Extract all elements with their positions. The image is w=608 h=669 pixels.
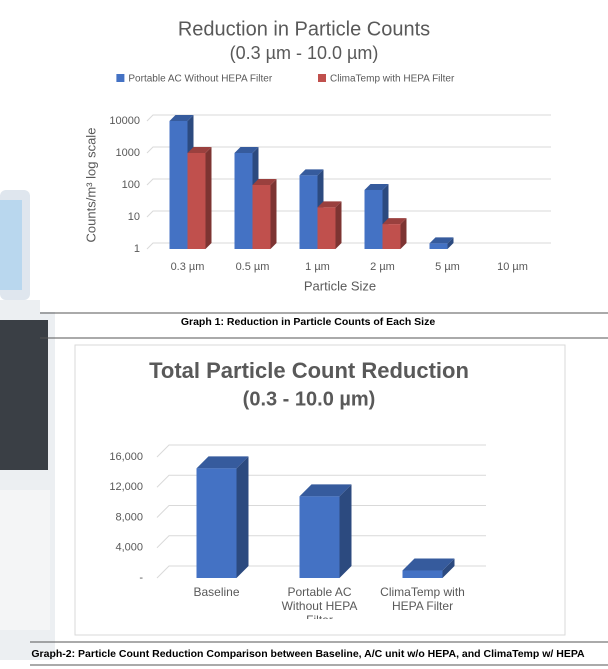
y-tick-label: 1 bbox=[134, 243, 140, 255]
y-axis-label: Counts/m³ log scale bbox=[83, 128, 98, 243]
y-tick-label: - bbox=[139, 572, 143, 584]
grid-line bbox=[156, 444, 486, 458]
x-tick-label: Baseline bbox=[193, 585, 240, 599]
bar-side bbox=[205, 147, 212, 249]
x-tick-label: 2 µm bbox=[370, 261, 395, 273]
x-tick-label: 0.5 µm bbox=[236, 261, 270, 273]
bar-top bbox=[402, 558, 455, 571]
bar bbox=[317, 201, 342, 249]
x-tick-label: 0.3 µm bbox=[171, 261, 205, 273]
bar-front bbox=[252, 185, 271, 249]
x-tick-label: 10 µm bbox=[497, 261, 528, 273]
grid-line bbox=[156, 474, 486, 488]
bar-top bbox=[429, 237, 454, 244]
bar-front bbox=[317, 207, 336, 249]
x-tick-label: ClimaTemp with HEPA Filter bbox=[380, 585, 465, 613]
bar-front bbox=[429, 243, 448, 249]
bar-side bbox=[270, 179, 277, 249]
y-tick-label: 10000 bbox=[109, 115, 140, 127]
bar-top bbox=[196, 456, 249, 469]
y-tick-label: 100 bbox=[122, 179, 140, 191]
bar-side bbox=[335, 201, 342, 249]
bar-top bbox=[382, 218, 407, 225]
grid-line bbox=[156, 565, 486, 579]
bar bbox=[402, 558, 455, 578]
x-tick-label: Portable AC Without HEPA Filter bbox=[281, 585, 358, 619]
x-tick-label-box: Portable AC Without HEPA Filter bbox=[281, 585, 358, 619]
bar-front bbox=[364, 189, 383, 249]
bar-side bbox=[339, 484, 352, 578]
bar-front bbox=[299, 496, 340, 578]
x-axis-label: Particle Size bbox=[304, 278, 376, 293]
x-tick-label: 5 µm bbox=[435, 261, 460, 273]
bar-front bbox=[382, 224, 401, 249]
chart-title: Reduction in Particle Counts bbox=[178, 18, 430, 40]
bar-side bbox=[447, 237, 454, 249]
x-tick-label: 1 µm bbox=[305, 261, 330, 273]
bar-top bbox=[299, 484, 352, 497]
legend-swatch bbox=[116, 74, 125, 82]
legend-label: ClimaTemp with HEPA Filter bbox=[330, 74, 455, 85]
grid-line bbox=[146, 210, 551, 218]
caption: Graph-2: Particle Count Reduction Compar… bbox=[31, 648, 585, 660]
grid-line bbox=[146, 178, 551, 186]
bar-top bbox=[317, 201, 342, 208]
bar-top bbox=[364, 183, 389, 190]
y-tick-label: 10 bbox=[128, 211, 140, 223]
y-tick-label: 4,000 bbox=[115, 542, 143, 554]
y-tick-label: 1000 bbox=[116, 147, 140, 159]
grid-line bbox=[146, 146, 551, 154]
y-tick-label: 16,000 bbox=[109, 451, 143, 463]
bar bbox=[382, 218, 407, 249]
bar-front bbox=[402, 570, 443, 578]
grid-line bbox=[156, 505, 486, 518]
bar-top bbox=[299, 169, 324, 176]
bar-top bbox=[252, 179, 277, 185]
bar-top bbox=[234, 147, 259, 153]
grid-line bbox=[156, 535, 486, 549]
bar-front bbox=[234, 153, 253, 249]
bar bbox=[299, 484, 352, 578]
caption: Graph 1: Reduction in Particle Counts of… bbox=[181, 316, 436, 328]
bar bbox=[252, 179, 277, 249]
legend-swatch bbox=[318, 74, 326, 82]
chart-1-area bbox=[40, 0, 575, 312]
legend-label: Portable AC Without HEPA Filter bbox=[128, 74, 272, 85]
bar-front bbox=[187, 153, 206, 249]
product-photo bbox=[0, 190, 55, 660]
bar bbox=[187, 147, 212, 249]
grid-line bbox=[146, 114, 551, 122]
chart-subtitle: (0.3 µm - 10.0 µm) bbox=[230, 43, 379, 63]
y-tick-label: 12,000 bbox=[109, 481, 143, 493]
chart-subtitle: (0.3 - 10.0 µm) bbox=[243, 388, 376, 410]
x-tick-label-box: Baseline bbox=[193, 585, 240, 599]
bar bbox=[196, 456, 249, 578]
bar-front bbox=[196, 468, 237, 578]
chart-title: Total Particle Count Reduction bbox=[149, 358, 469, 383]
grid-line bbox=[146, 242, 551, 250]
bar-side bbox=[400, 218, 407, 249]
y-tick-label: 8,000 bbox=[115, 511, 143, 523]
bar bbox=[429, 237, 454, 249]
bar-side bbox=[236, 456, 249, 578]
bar-top bbox=[187, 147, 212, 153]
bar-front bbox=[169, 121, 188, 249]
bar-front bbox=[299, 175, 318, 249]
x-tick-label-box: ClimaTemp with HEPA Filter bbox=[380, 585, 465, 613]
bar-side bbox=[442, 558, 455, 578]
bar-top bbox=[169, 115, 194, 121]
